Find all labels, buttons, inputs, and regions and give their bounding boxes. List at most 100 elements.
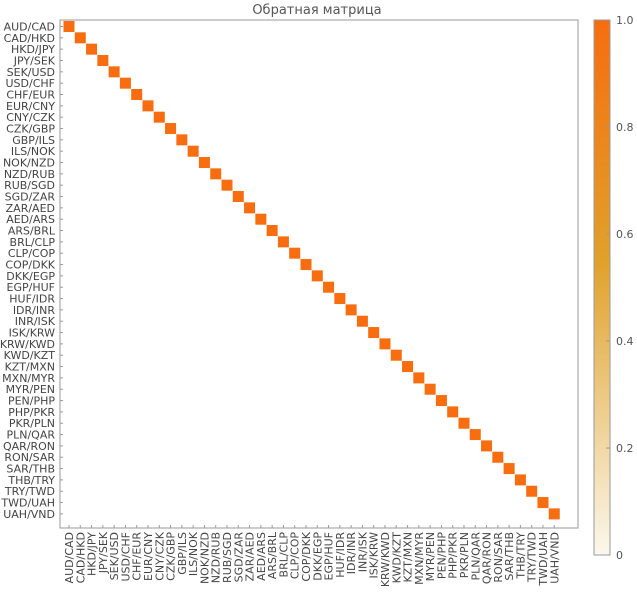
y-tick-label: EGP/HUF bbox=[7, 281, 55, 294]
y-tick-label: PLN/QAR bbox=[6, 429, 55, 442]
y-tick-label: RUB/SGD bbox=[4, 179, 55, 192]
heatmap-cell bbox=[481, 440, 493, 452]
y-tick-label: AED/ARS bbox=[6, 213, 55, 226]
y-tick-label: KWD/KZT bbox=[4, 349, 56, 362]
chart-title: Обратная матрица bbox=[252, 3, 381, 18]
x-tick-label: SAR/THB bbox=[503, 532, 516, 581]
x-tick-label: AED/ARS bbox=[255, 532, 268, 581]
heatmap-cell bbox=[548, 508, 560, 520]
heatmap-cell bbox=[413, 372, 425, 384]
heatmap-cell bbox=[379, 338, 391, 350]
x-tick-label: NOK/NZD bbox=[198, 532, 211, 584]
x-tick-label: USD/CHF bbox=[119, 532, 132, 582]
colorbar-tick-label: 0.4 bbox=[616, 335, 634, 348]
heatmap-cell bbox=[108, 66, 120, 78]
y-tick-label: QAR/RON bbox=[3, 440, 55, 453]
y-tick-label: CZK/GBP bbox=[6, 123, 55, 136]
y-tick-label: INR/ISK bbox=[15, 315, 56, 328]
y-tick-label: UAH/VND bbox=[3, 508, 55, 521]
y-tick-label: KRW/KWD bbox=[0, 338, 55, 351]
x-tick-label: RON/SAR bbox=[492, 532, 505, 583]
y-tick-label: SAR/THB bbox=[6, 463, 55, 476]
y-tick-label: PEN/PHP bbox=[8, 395, 55, 408]
y-tick-label: MYR/PEN bbox=[6, 383, 55, 396]
y-tick-label: DKK/EGP bbox=[6, 270, 55, 283]
x-tick-label: GBP/ILS bbox=[176, 532, 189, 575]
x-tick-label: THB/TRY bbox=[514, 532, 527, 580]
y-tick-label: ISK/KRW bbox=[9, 327, 56, 340]
heatmap-cell bbox=[63, 21, 75, 32]
y-tick-label: PHP/PKR bbox=[8, 406, 55, 419]
heatmap-cell bbox=[402, 361, 414, 373]
x-tick-label: AUD/CAD bbox=[63, 532, 76, 583]
heatmap-cell bbox=[300, 259, 312, 271]
heatmap-cell bbox=[458, 417, 470, 429]
y-tick-label: ILS/NOK bbox=[11, 145, 56, 158]
colorbar-tick-label: 0 bbox=[616, 549, 623, 562]
heatmap-cell bbox=[198, 157, 210, 169]
heatmap-cell bbox=[311, 270, 323, 282]
x-tick-label: MYR/PEN bbox=[424, 532, 437, 581]
x-tick-label: PLN/QAR bbox=[469, 532, 482, 581]
colorbar-tick-label: 0.8 bbox=[616, 121, 634, 134]
x-tick-label: RUB/SGD bbox=[221, 532, 234, 583]
x-tick-marks bbox=[68, 525, 555, 528]
heatmap-cell bbox=[447, 406, 459, 418]
heatmap-cell bbox=[153, 111, 165, 123]
x-tick-label: ARS/BRL bbox=[266, 531, 279, 579]
heatmap-cells bbox=[63, 21, 560, 520]
heatmap-cell bbox=[210, 168, 222, 180]
x-tick-label: JPY/SEK bbox=[97, 531, 110, 574]
x-tick-label: PHP/PKR bbox=[447, 532, 460, 579]
y-tick-label: SGD/ZAR bbox=[5, 191, 56, 204]
y-tick-label: NZD/RUB bbox=[4, 168, 55, 181]
y-tick-label: EUR/CNY bbox=[6, 100, 55, 113]
x-tick-label: UAH/VND bbox=[548, 532, 561, 584]
x-tick-label: HUF/IDR bbox=[334, 532, 347, 578]
x-tick-label: PKR/PLN bbox=[458, 532, 471, 578]
x-tick-label: SEK/USD bbox=[108, 532, 121, 580]
x-tick-label: CZK/GBP bbox=[165, 532, 178, 581]
x-tick-label: ZAR/AED bbox=[244, 532, 257, 581]
heatmap-cell bbox=[323, 281, 335, 293]
y-tick-label: CNY/CZK bbox=[6, 111, 56, 124]
heatmap-cell bbox=[74, 32, 86, 44]
y-tick-label: AUD/CAD bbox=[4, 21, 55, 34]
x-tick-label: PEN/PHP bbox=[435, 532, 448, 579]
y-tick-label: BRL/CLP bbox=[10, 236, 56, 249]
heatmap-cell bbox=[435, 395, 447, 407]
y-tick-label: RON/SAR bbox=[4, 451, 55, 464]
heatmap-cell bbox=[537, 497, 549, 509]
heatmap-cell bbox=[119, 77, 131, 89]
colorbar-tick-label: 1.0 bbox=[616, 14, 634, 27]
x-tick-label: CHF/EUR bbox=[131, 532, 144, 581]
heatmap-cell bbox=[97, 55, 109, 67]
x-tick-label: KWD/KZT bbox=[390, 532, 403, 584]
heatmap-cell bbox=[131, 89, 143, 101]
x-tick-label: MXN/MYR bbox=[413, 532, 426, 585]
x-tick-labels: AUD/CADCAD/HKDHKD/JPYJPY/SEKSEK/USDUSD/C… bbox=[63, 531, 561, 587]
heatmap-cell bbox=[142, 100, 154, 112]
x-tick-label: CAD/HKD bbox=[74, 532, 87, 583]
heatmap-cell bbox=[86, 43, 98, 55]
y-tick-label: CAD/HKD bbox=[4, 32, 55, 45]
heatmap-cell bbox=[277, 236, 289, 248]
colorbar-ticks: 0 0.2 0.4 0.6 0.8 1.0 bbox=[606, 14, 634, 562]
y-tick-label: THB/TRY bbox=[7, 474, 55, 487]
heatmap-cell bbox=[244, 202, 256, 214]
heatmap-cell bbox=[232, 191, 244, 203]
heatmap-cell bbox=[187, 145, 199, 157]
heatmap-cell bbox=[469, 429, 481, 441]
x-tick-label: KRW/KWD bbox=[379, 532, 392, 587]
y-tick-label: IDR/INR bbox=[13, 304, 56, 317]
y-tick-label: KZT/MXN bbox=[5, 361, 55, 374]
heatmap-cell bbox=[255, 213, 267, 225]
x-tick-label: HKD/JPY bbox=[86, 532, 99, 576]
y-tick-label: PKR/PLN bbox=[9, 417, 55, 430]
x-tick-label: EGP/HUF bbox=[323, 532, 336, 580]
y-tick-label: HUF/IDR bbox=[9, 293, 55, 306]
heatmap-cell bbox=[176, 134, 188, 146]
heatmap-cell bbox=[526, 485, 538, 497]
heatmap-cell bbox=[221, 179, 233, 191]
